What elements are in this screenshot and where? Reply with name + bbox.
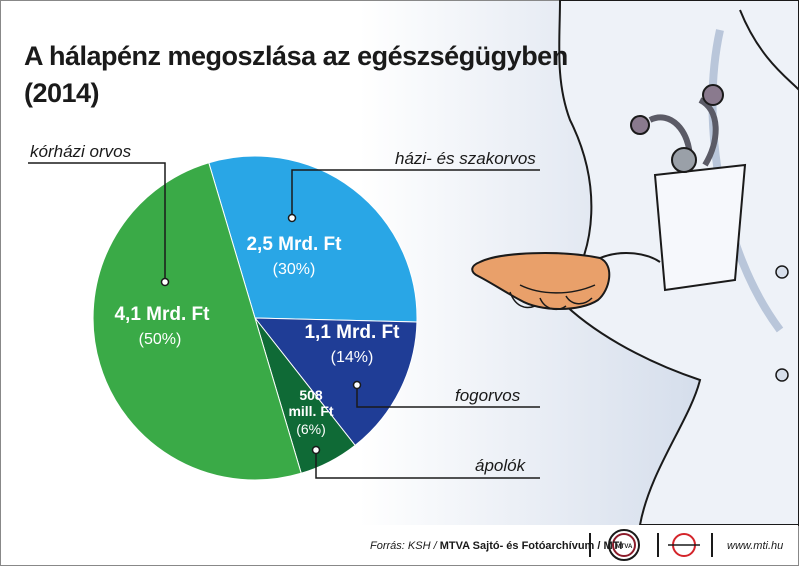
fogorvos-value: 1,1 Mrd. Ft: [304, 322, 400, 343]
source-prefix: Forrás: KSH /: [370, 540, 440, 552]
doctor-illustration: [471, 0, 799, 526]
slice-hazi-szakorvos: [208, 155, 418, 323]
slice-labels: 4,1 Mrd. Ft (50%) 2,5 Mrd. Ft (30%) 1,1 …: [114, 234, 400, 437]
hazi-value: 2,5 Mrd. Ft: [246, 234, 342, 255]
website-link[interactable]: www.mti.hu: [727, 540, 784, 552]
hazi-percent: (30%): [273, 261, 316, 278]
source-text: Forrás: KSH / MTVA Sajtó- és Fotóarchívu…: [370, 540, 622, 552]
mti-logo-icon: [668, 533, 700, 557]
apolok-percent: (6%): [296, 421, 326, 437]
slice-korhazi-orvos: [92, 162, 302, 481]
korhazi-percent: (50%): [139, 331, 182, 348]
pie-chart: [92, 155, 418, 481]
chart-title: A hálapénz megoszlása az egészségügyben …: [24, 38, 568, 112]
label-korhazi-orvos: kórházi orvos: [30, 142, 132, 161]
label-hazi-szakorvos: házi- és szakorvos: [395, 149, 536, 168]
leader-dots: [160, 213, 362, 455]
apolok-value-line1: 508: [299, 387, 323, 403]
label-fogorvos: fogorvos: [455, 386, 521, 405]
leader-fogorvos: [356, 385, 540, 408]
title-line-2: (2014): [24, 78, 100, 108]
slice-fogorvos: [253, 317, 418, 447]
mtva-logo-icon: MTVA: [608, 529, 640, 561]
apolok-value-line2: mill. Ft: [288, 403, 333, 419]
fogorvos-percent: (14%): [331, 349, 374, 366]
title-line-1: A hálapénz megoszlása az egészségügyben: [24, 41, 568, 71]
leader-hazi: [291, 169, 540, 218]
korhazi-value: 4,1 Mrd. Ft: [114, 304, 210, 325]
leader-lines: [28, 162, 540, 479]
svg-text:MTVA: MTVA: [616, 544, 633, 550]
leader-apolok: [315, 450, 540, 479]
source-bold: MTVA Sajtó- és Fotóarchívum / MTI: [439, 540, 623, 552]
footer-bar: [1, 525, 798, 565]
leader-korhazi: [28, 162, 166, 282]
label-apolok: ápolók: [475, 456, 526, 475]
